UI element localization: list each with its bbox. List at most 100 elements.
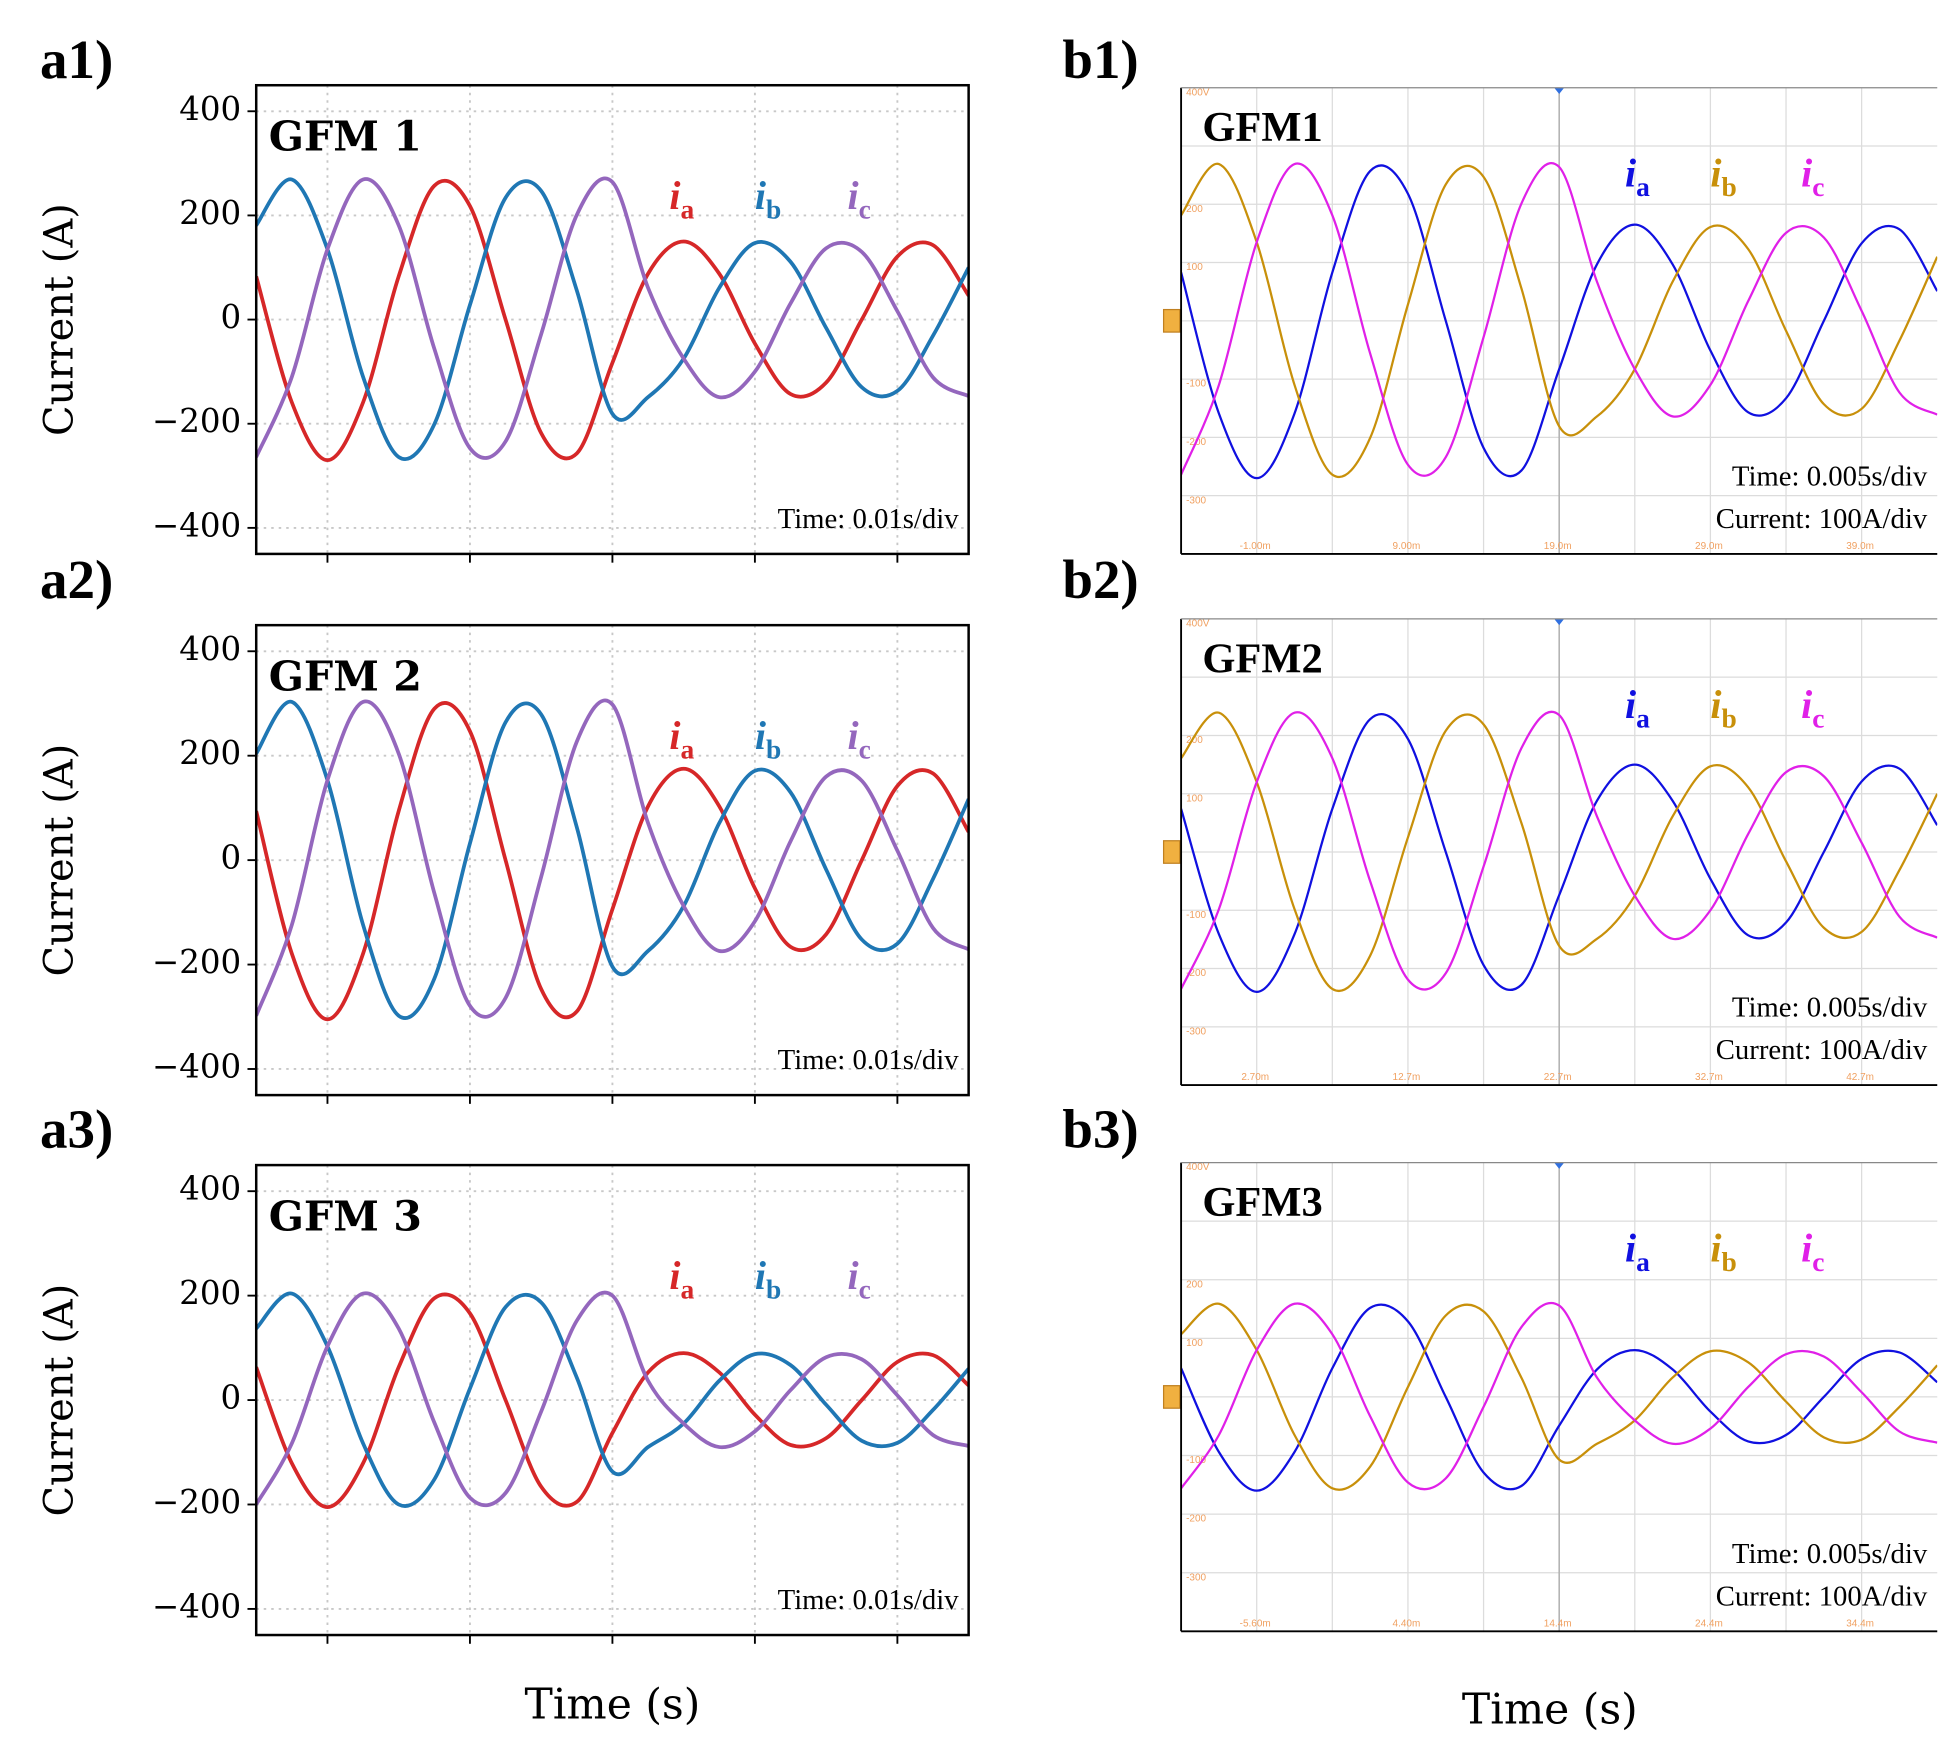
- series-line: [1181, 713, 1938, 993]
- series-label: ib: [1710, 1226, 1736, 1278]
- x-axis-label: Time (s): [525, 1681, 701, 1730]
- series-label-main: i: [1710, 151, 1721, 196]
- y-tick-label: 100: [1186, 262, 1203, 273]
- series-label: ib: [755, 173, 781, 225]
- y-axis-label: Current (A): [36, 203, 82, 436]
- x-tick-label: 24.4m: [1695, 1618, 1723, 1629]
- y-tick-label: 200: [179, 734, 241, 772]
- y-tick-label: −400: [152, 1587, 241, 1625]
- y-tick-label: −200: [152, 943, 241, 981]
- panel-label: a1): [40, 29, 113, 90]
- series-label: ic: [848, 173, 871, 225]
- series-label-main: i: [1801, 151, 1812, 196]
- plot-frame: [254, 1163, 970, 1637]
- series-label: ib: [755, 713, 781, 765]
- series-label-main: i: [848, 173, 859, 218]
- series-label-main: i: [1625, 1226, 1636, 1271]
- chart-title: GFM2: [1202, 635, 1322, 682]
- series-line: [1181, 710, 1938, 991]
- y-tick-label: -300: [1186, 1572, 1206, 1583]
- x-tick-label: 2.70m: [1241, 1072, 1269, 1083]
- x-tick-label: 9.00m: [1393, 541, 1421, 552]
- series-label-sub: c: [1812, 1247, 1824, 1277]
- series-label: ia: [1625, 682, 1650, 734]
- annotation: Current: 100A/div: [1716, 1034, 1928, 1066]
- panel-label: a2): [40, 549, 113, 610]
- y-tick-label: 200: [179, 194, 241, 232]
- series-line: [1181, 1302, 1938, 1491]
- annotation: Time: 0.005s/div: [1732, 461, 1928, 493]
- series-label: ic: [1801, 682, 1824, 734]
- trigger-marker: [1554, 87, 1565, 94]
- y-tick-label: −400: [152, 1047, 241, 1085]
- y-tick-label: 400V: [1186, 1162, 1210, 1173]
- series-label-main: i: [1625, 151, 1636, 196]
- channel-badge: [1162, 308, 1181, 333]
- series-label: ib: [755, 1253, 781, 1305]
- series-label-main: i: [1801, 682, 1812, 727]
- channel-badge: [1162, 1385, 1181, 1409]
- plot-frame: [254, 83, 970, 556]
- series-label: ic: [848, 1253, 871, 1305]
- series-label-main: i: [755, 1253, 766, 1298]
- annotation: Time: 0.01s/div: [778, 1584, 960, 1616]
- x-axis-label: Time (s): [1462, 1686, 1638, 1735]
- series-line: [1181, 1303, 1938, 1492]
- y-tick-label: -100: [1186, 910, 1206, 921]
- x-tick-label: 12.7m: [1393, 1072, 1421, 1083]
- x-tick-label: 29.0m: [1695, 541, 1723, 552]
- series-line: [1181, 161, 1938, 477]
- series-label: ia: [669, 713, 694, 765]
- series-label-sub: c: [859, 735, 871, 765]
- series-line: [256, 176, 969, 460]
- x-tick-label: 39.0m: [1846, 541, 1874, 552]
- x-tick-label: 4.40m: [1393, 1618, 1421, 1629]
- series-label-sub: a: [1636, 704, 1650, 734]
- series-label: ia: [669, 1253, 694, 1305]
- series-label-sub: a: [1636, 1247, 1650, 1277]
- series-label: ia: [1625, 1226, 1650, 1278]
- series-label-main: i: [1710, 1226, 1721, 1271]
- series-label-main: i: [669, 1253, 680, 1298]
- series-label: ib: [1710, 151, 1736, 203]
- chart-title: GFM1: [1202, 104, 1322, 151]
- series-line: [1181, 711, 1938, 992]
- series-label-main: i: [1801, 1226, 1812, 1271]
- series-label-sub: b: [1722, 173, 1737, 203]
- plot-frame: [254, 623, 970, 1097]
- series-line: [256, 177, 969, 461]
- y-tick-label: -100: [1186, 379, 1206, 390]
- series-label: ic: [1801, 1226, 1824, 1278]
- series-label-sub: c: [1812, 173, 1824, 203]
- channel-badge: [1162, 840, 1181, 864]
- series-line: [1181, 1301, 1938, 1491]
- x-tick-label: 14.4m: [1544, 1618, 1572, 1629]
- chart-title: GFM 2: [269, 652, 422, 701]
- series-line: [1181, 162, 1938, 478]
- series-label-main: i: [848, 1253, 859, 1298]
- y-tick-label: -300: [1186, 1026, 1206, 1037]
- y-tick-label: 200: [179, 1274, 241, 1312]
- y-tick-label: 400: [179, 630, 241, 668]
- series-label-main: i: [669, 173, 680, 218]
- series-label-sub: b: [766, 735, 781, 765]
- series-line: [256, 698, 969, 1019]
- trigger-marker: [1554, 618, 1565, 626]
- y-tick-label: -300: [1186, 495, 1206, 506]
- y-tick-label: −200: [152, 1483, 241, 1521]
- series-label-sub: c: [859, 1275, 871, 1305]
- y-axis-label: Current (A): [36, 744, 82, 977]
- y-tick-label: 0: [221, 298, 242, 336]
- series-label: ic: [1801, 151, 1824, 203]
- y-tick-label: −400: [152, 506, 241, 544]
- y-tick-label: 100: [1186, 793, 1203, 804]
- series-label: ia: [1625, 151, 1650, 203]
- y-axis-label: Current (A): [36, 1284, 82, 1517]
- y-tick-label: 100: [1186, 1338, 1203, 1349]
- series-label-sub: b: [1722, 704, 1737, 734]
- chart-title: GFM 3: [269, 1192, 422, 1241]
- y-tick-label: -100: [1186, 1455, 1206, 1466]
- series-label-sub: b: [766, 195, 781, 225]
- y-tick-label: 0: [221, 839, 242, 877]
